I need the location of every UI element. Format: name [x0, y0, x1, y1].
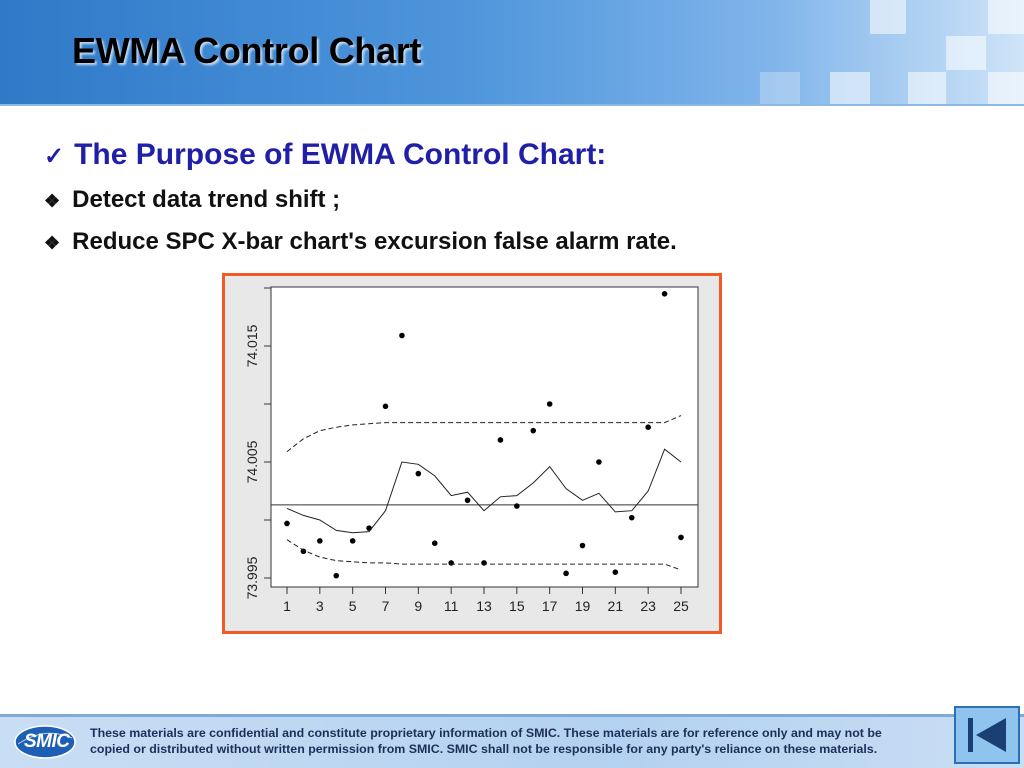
data-point	[661, 291, 668, 297]
data-point	[481, 560, 487, 566]
x-tick-label: 21	[608, 598, 624, 614]
footer-divider	[0, 714, 1024, 717]
x-tick-label: 15	[509, 598, 525, 614]
ewma-line	[286, 448, 682, 534]
bullet-item-text: Detect data trend shift ;	[72, 186, 341, 213]
chart-frame: 1 3 5 7 9 11 13 15 17 19 21 23 25 73.995 74.005 74.015	[222, 273, 722, 634]
data-point	[612, 569, 619, 575]
data-point	[497, 437, 504, 443]
x-tick-label: 23	[640, 598, 656, 614]
data-point	[317, 538, 323, 544]
data-point	[431, 540, 438, 546]
bullet-heading: ✓ The Purpose of EWMA Control Chart:	[44, 138, 606, 172]
data-point	[399, 332, 405, 339]
decor-tile	[988, 72, 1024, 104]
first-slide-icon	[968, 718, 1006, 752]
header-divider	[0, 104, 1024, 106]
x-tick-label: 1	[283, 598, 291, 614]
x-tick-label: 9	[414, 598, 422, 614]
data-point	[678, 534, 684, 541]
data-point	[448, 560, 454, 566]
confidentiality-notice: These materials are confidential and con…	[90, 725, 950, 757]
data-point	[514, 503, 520, 509]
data-point	[415, 470, 422, 477]
data-point	[300, 548, 307, 555]
bullet-heading-text: The Purpose of EWMA Control Chart:	[74, 138, 607, 171]
data-point	[284, 520, 290, 527]
data-point	[546, 401, 553, 407]
decor-tile	[988, 0, 1024, 34]
logo-text: SMIC	[24, 731, 70, 752]
x-tick-label: 3	[316, 598, 324, 614]
first-slide-button[interactable]	[954, 706, 1020, 764]
smic-logo	[14, 725, 76, 759]
footer	[0, 714, 1024, 768]
diamond-bullet-icon: ❖	[44, 191, 61, 211]
decor-tile	[908, 72, 946, 104]
data-point	[645, 424, 651, 430]
x-tick-label: 25	[673, 598, 689, 614]
x-tick-label: 13	[476, 598, 492, 614]
data-point	[349, 538, 356, 544]
decor-tile	[760, 72, 800, 104]
bullet-item-text: Reduce SPC X-bar chart's excursion false…	[72, 228, 677, 255]
decor-tile	[830, 72, 870, 104]
y-tick-label: 73.995	[244, 556, 260, 599]
lower-control-limit	[286, 539, 682, 571]
data-point	[464, 497, 471, 504]
data-point	[563, 570, 569, 577]
disclaimer-line: These materials are confidential and con…	[90, 726, 882, 740]
data-point	[530, 427, 537, 434]
bullet-item: ❖ Detect data trend shift ;	[44, 186, 340, 214]
x-tick-label: 11	[444, 598, 459, 614]
data-point	[382, 403, 389, 410]
data-point	[333, 572, 340, 579]
data-point	[596, 459, 602, 465]
data-point	[579, 542, 586, 549]
plot-area	[270, 286, 699, 588]
y-tick-label: 74.005	[244, 440, 260, 483]
decor-tile	[870, 0, 906, 34]
slide-title: EWMA Control Chart	[72, 30, 422, 71]
x-tick-label: 5	[349, 598, 357, 614]
decor-tile	[946, 36, 986, 70]
data-point	[366, 525, 372, 531]
x-tick-label: 17	[542, 598, 558, 614]
upper-control-limit	[286, 415, 682, 452]
x-tick-label: 7	[382, 598, 390, 614]
data-point	[628, 514, 635, 521]
bullet-item: ❖ Reduce SPC X-bar chart's excursion fals…	[44, 228, 677, 256]
disclaimer-line: copied or distributed without written pe…	[90, 742, 878, 756]
slide-header: EWMA Control Chart	[0, 0, 1024, 104]
checkmark-icon: ✓	[44, 143, 65, 170]
diamond-bullet-icon: ❖	[44, 233, 61, 253]
x-tick-label: 19	[575, 598, 591, 614]
y-tick-label: 74.015	[244, 324, 260, 367]
